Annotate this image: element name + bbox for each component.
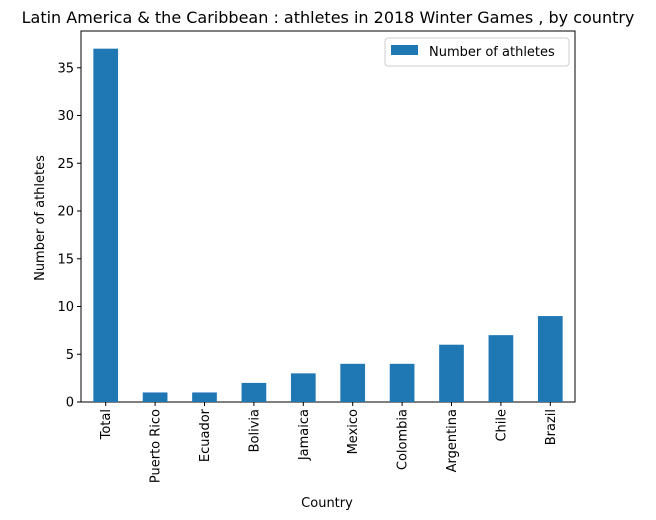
y-tick-label: 15 xyxy=(57,252,74,267)
y-tick-label: 35 xyxy=(57,61,74,76)
bar-jamaica xyxy=(290,373,316,402)
plot-frame xyxy=(80,30,576,403)
legend-frame xyxy=(384,37,570,67)
x-tick-label: Argentina xyxy=(445,409,460,472)
y-tick-label: 20 xyxy=(57,205,74,220)
bar-ecuador xyxy=(192,392,217,402)
bar-argentina xyxy=(439,344,464,402)
x-tick-label: Puerto Rico xyxy=(149,409,164,483)
x-tick-label: Bolivia xyxy=(247,409,262,452)
x-tick-label: Mexico xyxy=(346,409,361,454)
x-axis-label: Country xyxy=(301,496,353,511)
plot-area xyxy=(80,30,576,403)
x-tick-label: Total xyxy=(99,409,114,440)
chart-title: Latin America & the Caribbean : athletes… xyxy=(22,8,635,27)
y-tick-label: 0 xyxy=(66,396,74,411)
bars xyxy=(93,48,563,403)
x-tick-label: Ecuador xyxy=(198,408,213,462)
x-tick-label: Brazil xyxy=(544,409,559,445)
legend-label: Number of athletes xyxy=(429,45,555,60)
y-tick-label: 5 xyxy=(66,348,74,363)
x-tick-label: Chile xyxy=(494,409,509,442)
bar-brazil xyxy=(537,316,563,402)
y-tick-label: 30 xyxy=(57,109,74,124)
legend-swatch xyxy=(391,45,418,55)
y-axis: 0 5 10 15 20 25 30 35 xyxy=(57,61,81,411)
bar-mexico xyxy=(340,363,366,402)
bar-colombia xyxy=(389,363,415,402)
bar-total xyxy=(93,48,119,403)
bar-chile xyxy=(488,335,514,402)
x-axis: Total Puerto Rico Ecuador Bolivia Jamaica Mex… xyxy=(99,402,559,483)
y-tick-label: 10 xyxy=(57,300,74,315)
legend: Number of athletes xyxy=(384,37,570,67)
y-tick-label: 25 xyxy=(57,157,74,172)
y-axis-label: Number of athletes xyxy=(33,155,48,281)
x-tick-label: Colombia xyxy=(396,409,411,470)
x-tick-label: Jamaica xyxy=(297,409,312,461)
bar-bolivia xyxy=(241,382,267,402)
bar-puerto-rico xyxy=(142,392,168,402)
